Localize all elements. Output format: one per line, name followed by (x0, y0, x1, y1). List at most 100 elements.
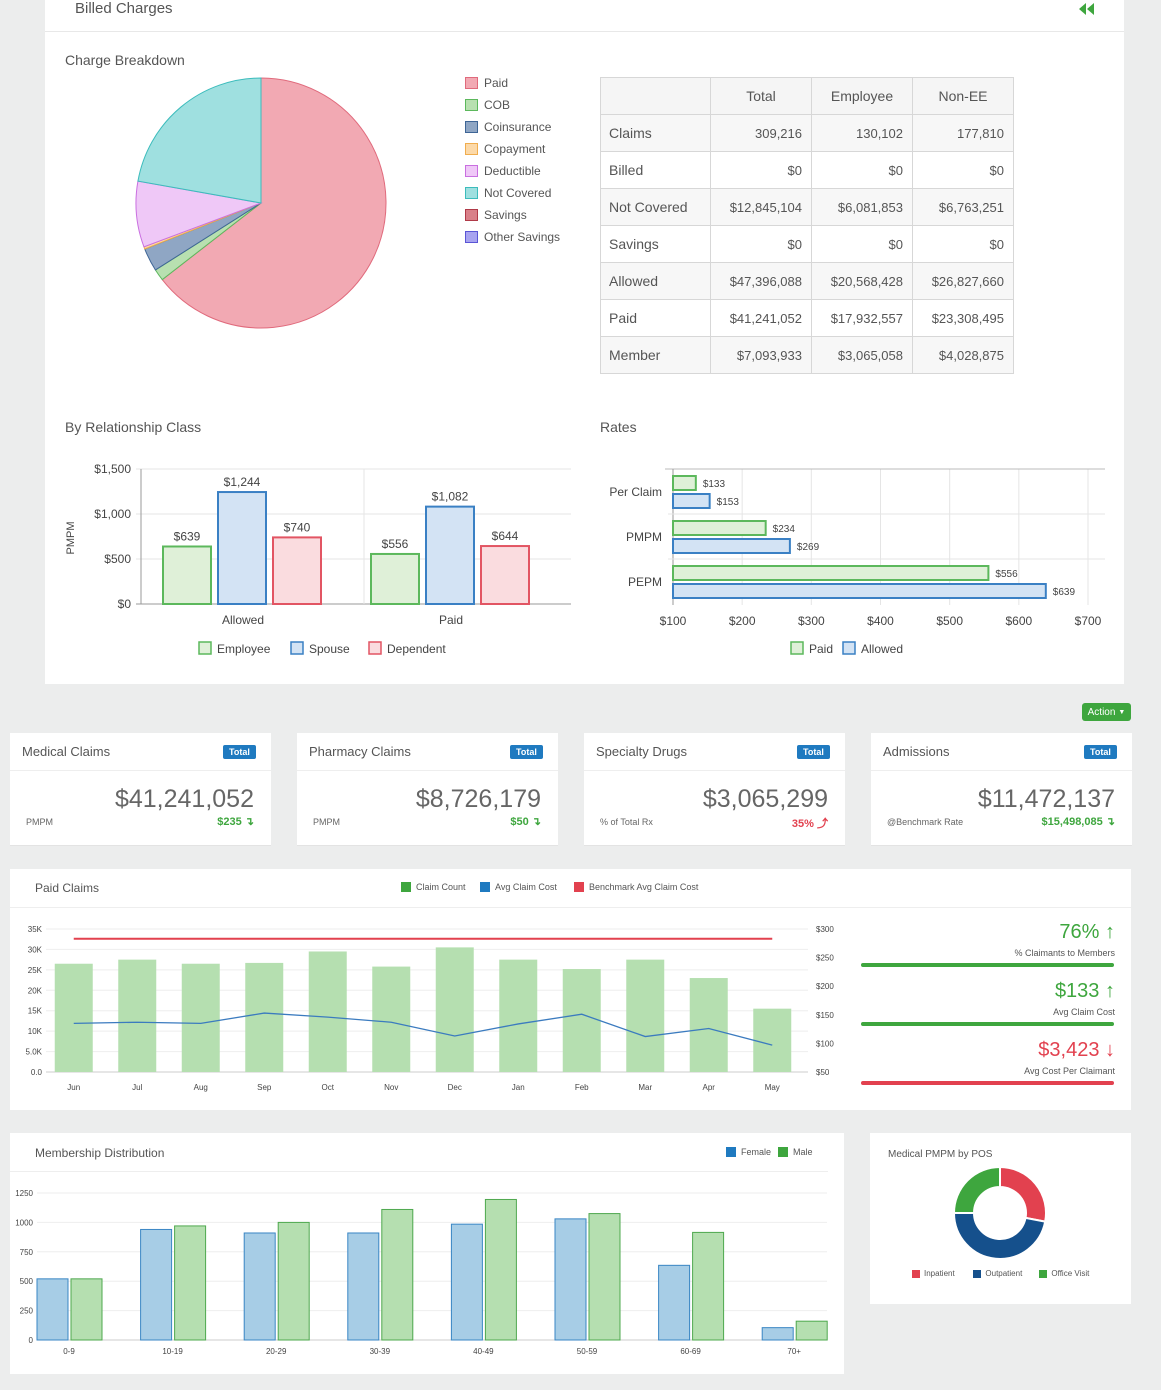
table-cell: 309,216 (710, 114, 812, 152)
bar-male-0-9[interactable] (70, 1278, 103, 1341)
donut-slice-inpatient[interactable] (999, 1165, 1047, 1223)
x-tick-label: 50-59 (577, 1347, 598, 1356)
up-arrow-icon: ↑ (1105, 921, 1115, 943)
bar-claim-count-oct[interactable] (308, 951, 347, 1072)
x-tick-label: Jun (67, 1083, 80, 1092)
legend-item[interactable]: Claim Count (401, 882, 466, 892)
bar-claim-count-mar[interactable] (626, 959, 665, 1072)
bar-employee-paid[interactable] (370, 552, 420, 605)
bar-female-20-29[interactable] (243, 1232, 276, 1341)
action-button[interactable]: Action ▼ (1082, 703, 1131, 721)
bar-allowed-per-claim[interactable] (672, 493, 711, 509)
legend-item[interactable]: Avg Claim Cost (480, 882, 557, 892)
bar-paid-pepm[interactable] (672, 565, 990, 581)
charge-breakdown-pie (135, 77, 387, 329)
data-label: $644 (492, 529, 519, 543)
legend-item[interactable]: Benchmark Avg Claim Cost (574, 882, 698, 892)
bar-allowed-pmpm[interactable] (672, 538, 791, 554)
bar-female-60-69[interactable] (658, 1264, 691, 1341)
table-cell: $0 (912, 151, 1014, 189)
bar-paid-per-claim[interactable] (672, 475, 697, 491)
pie-slice-paid[interactable] (161, 77, 387, 329)
double-chevron-left-icon[interactable] (1077, 1, 1095, 22)
bar-claim-count-aug[interactable] (181, 963, 220, 1072)
table-cell: $23,308,495 (912, 299, 1014, 337)
bar-male-60-69[interactable] (692, 1231, 725, 1341)
bar-claim-count-dec[interactable] (435, 947, 474, 1072)
bar-claim-count-apr[interactable] (689, 978, 728, 1072)
pie-legend-item[interactable]: COB (465, 98, 510, 112)
bar-claim-count-sep[interactable] (245, 962, 284, 1072)
charge-table: Total Employee Non-EE Claims 309,216 130,1… (600, 77, 1014, 374)
legend-item[interactable]: Outpatient (973, 1269, 1022, 1278)
pie-legend-item[interactable]: Paid (465, 76, 508, 90)
stat-label: % Claimants to Members (1014, 948, 1115, 958)
pos-donut (952, 1165, 1047, 1260)
bar-spouse-allowed[interactable] (217, 491, 267, 605)
kpi-value: $41,241,052 (114, 785, 254, 813)
bar-dependent-paid[interactable] (480, 545, 530, 605)
bar-female-10-19[interactable] (140, 1228, 173, 1341)
bar-claim-count-feb[interactable] (562, 969, 601, 1072)
bar-dependent-allowed[interactable] (272, 536, 322, 605)
bar-female-30-39[interactable] (347, 1232, 380, 1341)
avg-claim-cost-line (73, 1012, 773, 1046)
bar-female-0-9[interactable] (36, 1278, 69, 1341)
legend-swatch (290, 641, 304, 655)
bar-female-70plus[interactable] (761, 1327, 794, 1341)
bar-female-40-49[interactable] (450, 1223, 483, 1341)
donut-slice-outpatient[interactable] (952, 1212, 1047, 1260)
bar-male-10-19[interactable] (174, 1225, 207, 1341)
bar-male-30-39[interactable] (381, 1208, 414, 1341)
action-label: Action (1087, 706, 1116, 718)
y-tick-label: 500 (20, 1277, 34, 1286)
y-left-tick-label: 35K (28, 925, 43, 934)
table-cell: $20,568,428 (811, 262, 913, 300)
total-badge[interactable]: Total (797, 745, 830, 759)
legend-item[interactable]: Female (726, 1147, 771, 1157)
bar-male-70plus[interactable] (795, 1320, 828, 1341)
bar-male-50-59[interactable] (588, 1213, 621, 1341)
relationship-title: By Relationship Class (65, 419, 202, 435)
bar-claim-count-nov[interactable] (372, 966, 411, 1072)
donut-slice-office-visit[interactable] (952, 1165, 1001, 1214)
pie-legend-item[interactable]: Savings (465, 208, 527, 222)
kpi-divider (297, 770, 558, 771)
y-right-tick-label: $250 (816, 954, 834, 963)
legend-label: Not Covered (484, 186, 552, 200)
bar-claim-count-jul[interactable] (118, 959, 157, 1072)
pie-legend-item[interactable]: Copayment (465, 142, 545, 156)
bar-spouse-paid[interactable] (425, 505, 475, 605)
x-tick-label: Sep (257, 1083, 272, 1092)
bar-employee-allowed[interactable] (162, 545, 212, 605)
bar-male-40-49[interactable] (484, 1198, 517, 1341)
legend-item[interactable]: Male (778, 1147, 813, 1157)
y-left-tick-label: 5.0K (26, 1048, 43, 1057)
bar-female-50-59[interactable] (554, 1218, 587, 1341)
kpi-delta: $235 ↴ (217, 816, 254, 828)
bar-male-20-29[interactable] (277, 1221, 310, 1341)
bar-claim-count-may[interactable] (753, 1008, 792, 1072)
y-left-tick-label: 0.0 (31, 1068, 43, 1077)
table-cell: $0 (912, 225, 1014, 263)
y-right-tick-label: $200 (816, 982, 834, 991)
pie-slice-not-covered[interactable] (137, 77, 262, 204)
kpi-subtitle: PMPM (313, 817, 340, 827)
legend-item[interactable]: Inpatient (912, 1269, 955, 1278)
x-tick-label: Apr (703, 1083, 716, 1092)
legend-swatch (465, 143, 478, 155)
y-right-tick-label: $50 (816, 1068, 830, 1077)
bar-claim-count-jan[interactable] (499, 959, 538, 1072)
legend-item[interactable]: Office Visit (1039, 1269, 1089, 1278)
pie-legend-item[interactable]: Deductible (465, 164, 541, 178)
total-badge[interactable]: Total (1084, 745, 1117, 759)
bar-paid-pmpm[interactable] (672, 520, 767, 536)
bar-claim-count-jun[interactable] (54, 963, 93, 1072)
pie-legend-item[interactable]: Coinsurance (465, 120, 551, 134)
legend-swatch (574, 882, 584, 892)
total-badge[interactable]: Total (223, 745, 256, 759)
pie-legend-item[interactable]: Not Covered (465, 186, 551, 200)
pie-legend-item[interactable]: Other Savings (465, 230, 560, 244)
bar-allowed-pepm[interactable] (672, 583, 1047, 599)
total-badge[interactable]: Total (510, 745, 543, 759)
